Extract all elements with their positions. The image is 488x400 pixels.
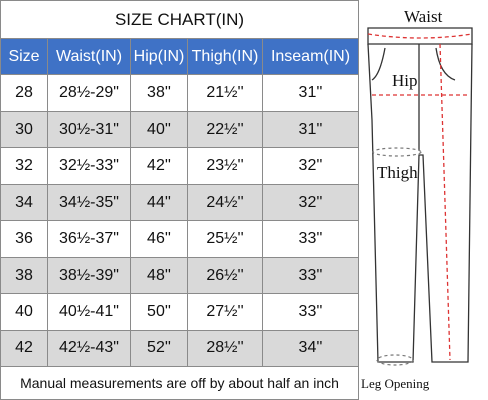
size-cell: 21½'' xyxy=(187,74,263,112)
size-cell: 38'' xyxy=(130,74,188,112)
size-cell: 33'' xyxy=(262,293,359,331)
size-cell: 36½-37" xyxy=(47,220,131,258)
size-cell: 42 xyxy=(0,329,48,368)
size-cell: 34 xyxy=(0,183,48,222)
size-cell: 31'' xyxy=(262,110,359,149)
size-cell: 33'' xyxy=(262,256,359,295)
circumference-marks xyxy=(372,147,422,366)
size-cell: 24½'' xyxy=(187,183,263,222)
hip-label: Hip xyxy=(392,71,418,90)
header-row: Size Waist(IN) Hip(IN) Thigh(IN) Inseam(IN) xyxy=(0,37,359,76)
size-cell: 32½-33" xyxy=(47,147,131,185)
header-cell: Inseam(IN) xyxy=(262,37,359,76)
thigh-label: Thigh xyxy=(377,163,418,182)
size-cell: 50'' xyxy=(130,293,188,331)
size-cell: 30½-31" xyxy=(47,110,131,149)
size-cell: 32'' xyxy=(262,183,359,222)
size-row: 28 28½-29" 38'' 21½'' 31'' xyxy=(0,74,359,112)
measure-lines xyxy=(367,33,473,361)
size-cell: 27½'' xyxy=(187,293,263,331)
size-cell: 38 xyxy=(0,256,48,295)
size-cell: 34½-35" xyxy=(47,183,131,222)
size-cell: 26½'' xyxy=(187,256,263,295)
size-row: 40 40½-41" 50'' 27½'' 33'' xyxy=(0,293,359,331)
size-cell: 28 xyxy=(0,74,48,112)
title-row: SIZE CHART(IN) xyxy=(0,0,359,39)
size-cell: 32'' xyxy=(262,147,359,185)
size-cell: 48'' xyxy=(130,256,188,295)
size-row: 32 32½-33" 42'' 23½'' 32'' xyxy=(0,147,359,185)
header-cell: Hip(IN) xyxy=(130,37,188,76)
table-title: SIZE CHART(IN) xyxy=(0,0,359,39)
size-cell: 31'' xyxy=(262,74,359,112)
leg-opening-label: Leg Opening xyxy=(361,376,430,391)
size-cell: 28½'' xyxy=(187,329,263,368)
size-table: SIZE CHART(IN) Size Waist(IN) Hip(IN) Thigh… xyxy=(0,0,359,400)
size-row: 30 30½-31" 40'' 22½'' 31'' xyxy=(0,110,359,149)
size-cell: 44'' xyxy=(130,183,188,222)
size-cell: 33'' xyxy=(262,220,359,258)
size-row: 38 38½-39" 48'' 26½'' 33'' xyxy=(0,256,359,295)
header-cell: Size xyxy=(0,37,48,76)
size-cell: 42½-43" xyxy=(47,329,131,368)
size-cell: 22½'' xyxy=(187,110,263,149)
size-cell: 25½'' xyxy=(187,220,263,258)
header-cell: Thigh(IN) xyxy=(187,37,263,76)
size-row: 42 42½-43" 52'' 28½'' 34'' xyxy=(0,329,359,368)
size-cell: 23½'' xyxy=(187,147,263,185)
header-cell: Waist(IN) xyxy=(47,37,131,76)
size-cell: 42'' xyxy=(130,147,188,185)
size-cell: 32 xyxy=(0,147,48,185)
size-cell: 30 xyxy=(0,110,48,149)
size-cell: 34'' xyxy=(262,329,359,368)
size-cell: 40½-41" xyxy=(47,293,131,331)
pants-outline xyxy=(367,27,473,363)
size-cell: 40 xyxy=(0,293,48,331)
size-cell: 46'' xyxy=(130,220,188,258)
table-body: SIZE CHART(IN) Size Waist(IN) Hip(IN) Thigh… xyxy=(0,0,359,400)
note-row: Manual measurements are off by about hal… xyxy=(0,366,359,400)
note-cell: Manual measurements are off by about hal… xyxy=(0,366,359,400)
size-cell: 52'' xyxy=(130,329,188,368)
size-row: 36 36½-37" 46'' 25½'' 33'' xyxy=(0,220,359,258)
size-cell: 40'' xyxy=(130,110,188,149)
waist-label: Waist xyxy=(404,7,443,26)
pants-diagram: Waist Hip Thigh Leg Opening xyxy=(361,7,473,391)
size-cell: 36 xyxy=(0,220,48,258)
size-cell: 28½-29" xyxy=(47,74,131,112)
size-row: 34 34½-35" 44'' 24½'' 32'' xyxy=(0,183,359,222)
size-cell: 38½-39" xyxy=(47,256,131,295)
